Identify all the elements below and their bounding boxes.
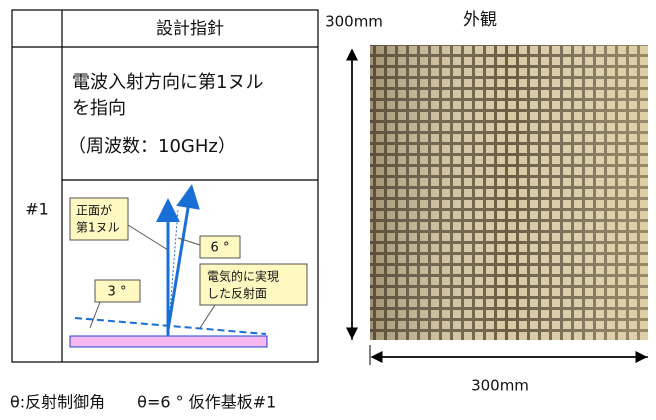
callout-text: 6 ° [211, 241, 230, 256]
height-label: 300mm [325, 13, 383, 31]
principle-line: を指向 [72, 98, 126, 119]
photo-title: 外観 [463, 10, 497, 30]
callout-text: 電気的に実現 [207, 269, 279, 284]
table-header: 設計指針 [156, 19, 224, 39]
row-label: #1 [25, 200, 49, 219]
principle-line: 電波入射方向に第1ヌル [72, 72, 263, 93]
photo-shade [370, 45, 648, 340]
diagram: 正面が 第1ヌル 6 ° 電気的に実現 した反射面 3 ° [69, 184, 308, 348]
callout-text: 第1ヌル [76, 221, 120, 235]
table [11, 9, 319, 363]
frequency: （周波数：10GHz） [68, 136, 236, 157]
width-label: 300mm [471, 377, 529, 395]
caption: θ:反射制御角 θ=6 ° 仮作基板#1 [10, 393, 276, 412]
callout-text: 正面が [76, 203, 112, 218]
callout-text: 3 ° [108, 285, 127, 300]
callout-text: した反射面 [207, 286, 267, 301]
